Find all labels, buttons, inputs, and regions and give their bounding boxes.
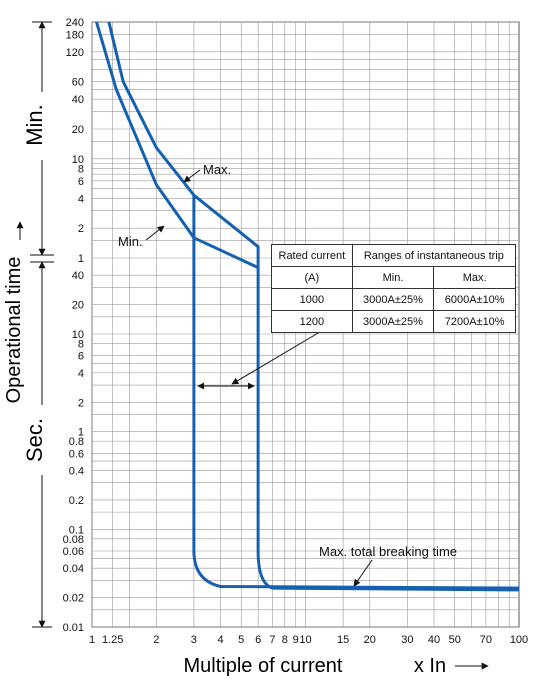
minutes-label: Min. [22, 104, 47, 146]
table-cell-rated: 1200 [271, 310, 353, 333]
x-tick-label: 5 [238, 634, 244, 646]
table-col-max: Max. [433, 266, 516, 289]
y-tick-label: 0.08 [63, 534, 84, 546]
table-cell-max: 6000A±10% [433, 288, 516, 311]
y-tick-label: 4 [78, 193, 84, 205]
x-axis-ticks: 1 1.25 2 3 4 5 6 7 8 9 10 15 20 30 40 50 70 100 [89, 634, 528, 646]
y-tick-label: 0.04 [63, 563, 84, 575]
table-header-rated: Rated current [271, 244, 353, 267]
table-leader-arrow [231, 325, 331, 385]
y-tick-label: 0.01 [63, 622, 84, 634]
table-cell-min: 3000A±25% [351, 288, 435, 311]
y-tick-label: 8 [78, 338, 84, 350]
table-unit: (A) [271, 266, 353, 289]
y-tick-label: 1 [78, 253, 84, 265]
y-tick-label: 0.1 [69, 524, 84, 536]
y-tick-label: 4 [78, 368, 84, 380]
x-tick-label: 10 [299, 634, 311, 646]
x-tick-label: 9 [293, 634, 299, 646]
x-tick-label: 8 [282, 634, 288, 646]
x-tick-label: 70 [480, 634, 492, 646]
y-tick-label: 0.6 [69, 448, 84, 460]
table-cell-min: 3000A±25% [351, 310, 435, 333]
y-tick-label: 180 [66, 29, 84, 41]
y-tick-label: 10 [72, 154, 84, 166]
y-tick-label: 20 [72, 300, 84, 312]
annotation-min-arrow [145, 225, 165, 241]
y-axis-title: Operational time [3, 257, 25, 404]
table-col-min: Min. [351, 266, 435, 289]
y-tick-label: 120 [66, 47, 84, 59]
table-row: 1000 3000A±25% 6000A±10% [271, 288, 516, 311]
y-tick-label: 2 [78, 223, 84, 235]
series-min-instantaneous [192, 195, 520, 590]
y-tick-label: 0.06 [63, 546, 84, 558]
x-tick-label: 15 [337, 634, 349, 646]
annotation-breaking-arrow [353, 559, 373, 587]
y-tick-label: 0.4 [69, 466, 84, 478]
x-tick-label: 7 [269, 634, 275, 646]
x-tick-label: 1 [89, 634, 95, 646]
annotation-breaking-time: Max. total breaking time [319, 544, 457, 559]
y-tick-label: 20 [72, 124, 84, 136]
x-tick-label: 6 [255, 634, 261, 646]
x-tick-label: 20 [364, 634, 376, 646]
annotation-max: Max. [203, 162, 231, 177]
y-tick-label: 40 [72, 270, 84, 282]
y-tick-label: 0.8 [69, 436, 84, 448]
y-tick-label: 8 [78, 163, 84, 175]
y-tick-label: 2 [78, 397, 84, 409]
table-cell-rated: 1000 [271, 288, 353, 311]
table-cell-max: 7200A±10% [433, 310, 516, 333]
x-tick-label: 100 [510, 634, 528, 646]
y-tick-label: 6 [78, 176, 84, 188]
seconds-label: Sec. [22, 418, 47, 462]
y-tick-label: 6 [78, 351, 84, 363]
y-axis-ticks: 2401801206040201086421402010864210.80.60… [63, 17, 84, 634]
table-row: 1200 3000A±25% 7200A±10% [271, 310, 516, 333]
x-tick-label: 1.25 [102, 634, 123, 646]
trip-range-table: Rated current Ranges of instantaneous tr… [271, 244, 517, 333]
x-axis-title: Multiple of current [184, 655, 343, 677]
y-tick-label: 0.02 [63, 593, 84, 605]
x-tick-label: 4 [217, 634, 223, 646]
y-tick-label: 40 [72, 94, 84, 106]
y-tick-label: 0.2 [69, 495, 84, 507]
curves [95, 21, 520, 592]
annotation-min: Min. [118, 234, 143, 249]
x-axis-unit: x In [414, 655, 446, 677]
x-tick-label: 2 [153, 634, 159, 646]
y-tick-label: 1 [78, 427, 84, 439]
x-tick-label: 50 [449, 634, 461, 646]
x-tick-label: 3 [191, 634, 197, 646]
x-tick-label: 30 [401, 634, 413, 646]
y-tick-label: 60 [72, 77, 84, 89]
y-tick-label: 10 [72, 329, 84, 341]
annotation-max-arrow [183, 169, 201, 183]
series-min-curve [95, 21, 259, 269]
y-tick-label: 240 [66, 17, 84, 29]
table-header-ranges: Ranges of instantaneous trip [351, 244, 517, 267]
x-tick-label: 40 [428, 634, 440, 646]
annotations: Max. Min. Max. total breaking time [16, 21, 489, 670]
